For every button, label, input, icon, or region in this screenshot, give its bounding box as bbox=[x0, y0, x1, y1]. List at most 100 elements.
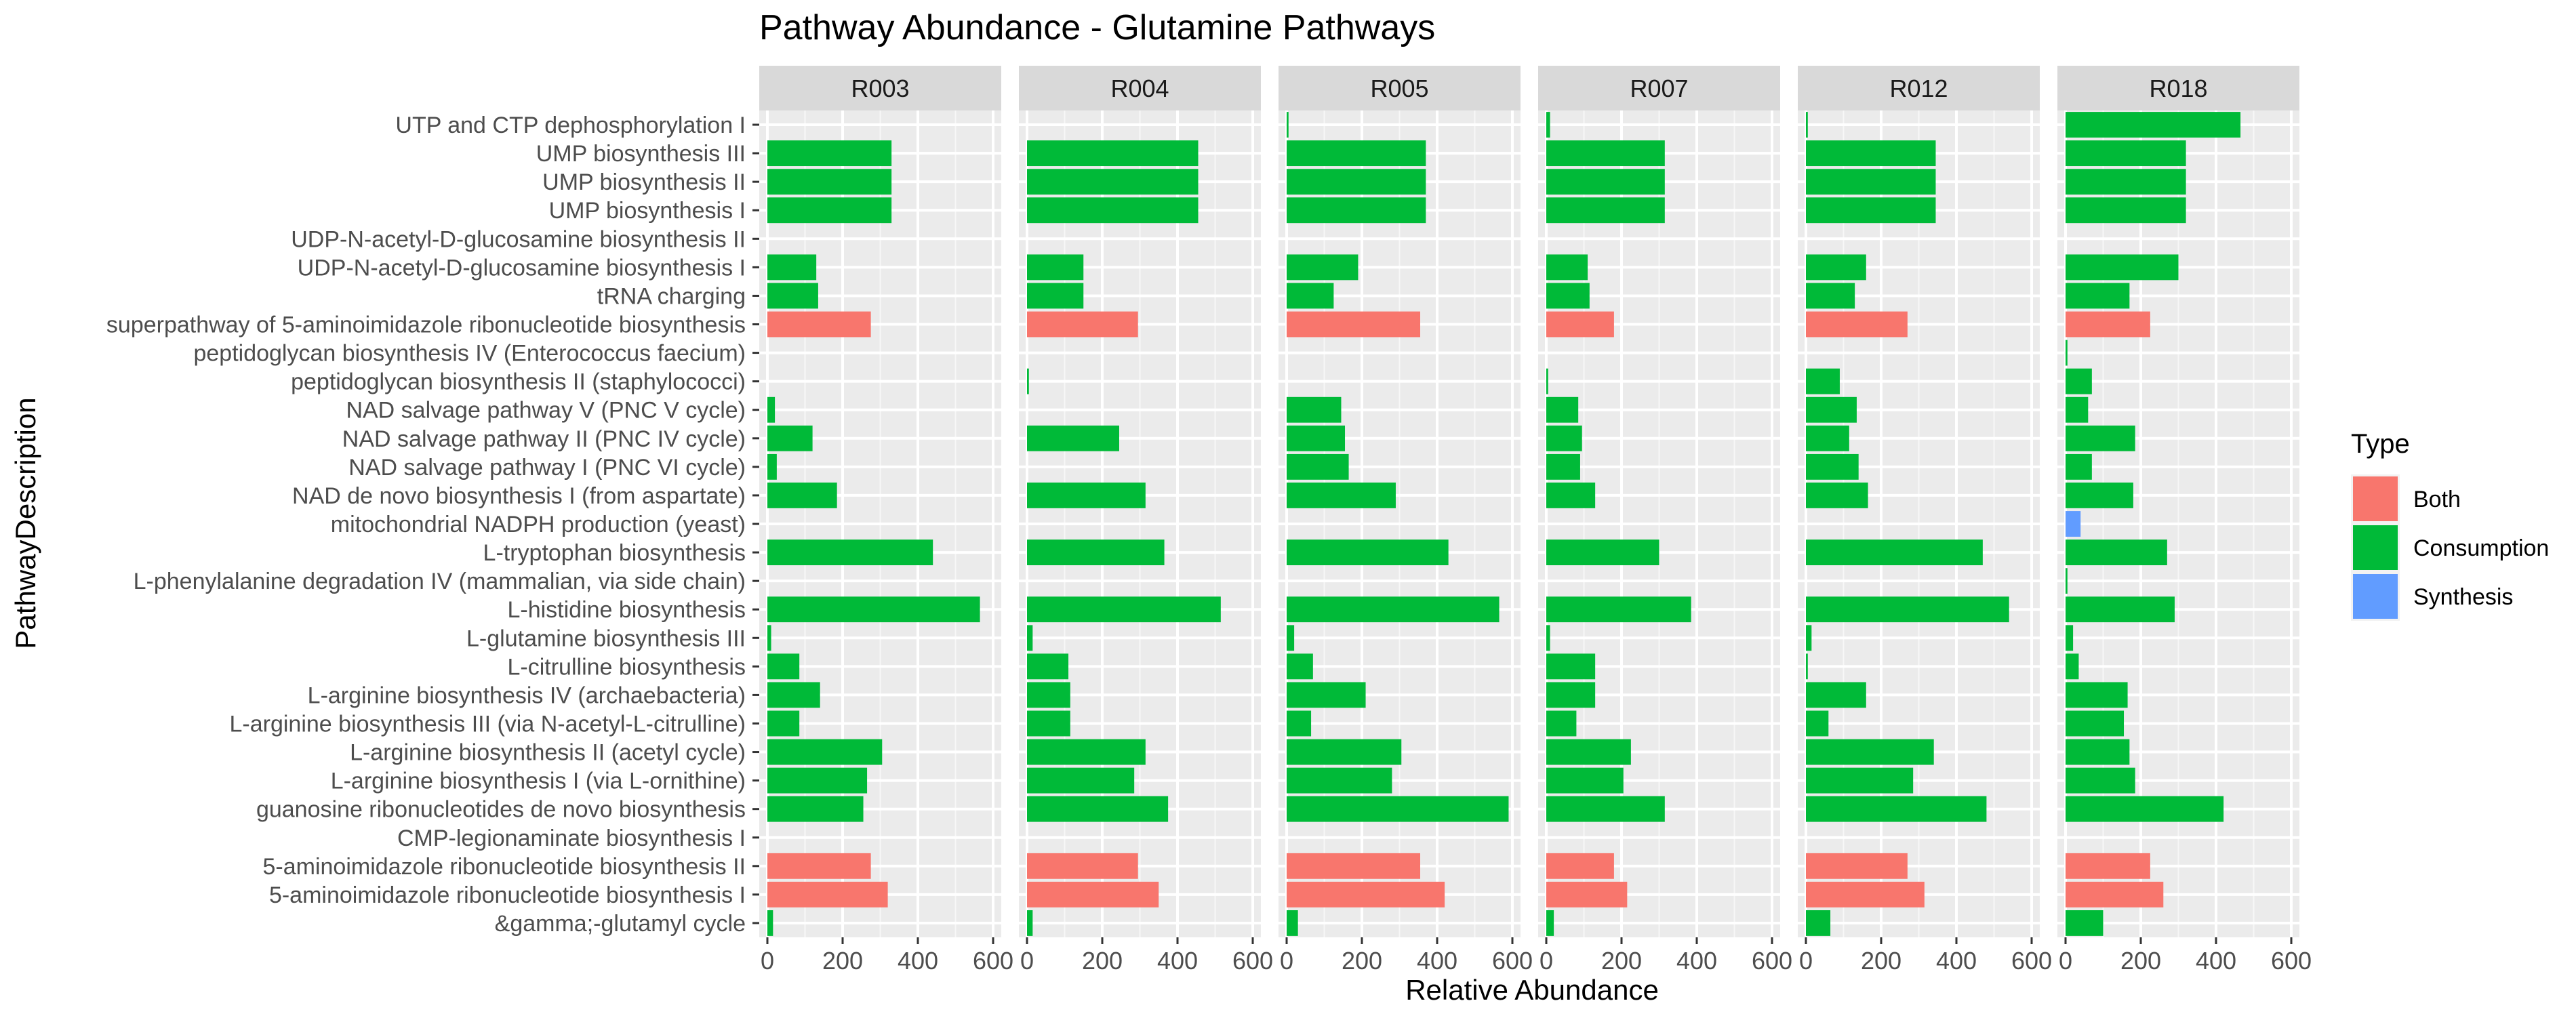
bar: 5-aminoimidazole ribonucleotide biosynth… bbox=[2066, 853, 2150, 879]
facet-panel-R005: &gamma;-glutamyl cycle: 30 5-aminoimidazo… bbox=[1279, 66, 1533, 975]
x-tick-label: 0 bbox=[1020, 947, 1034, 975]
bar: guanosine ribonucleotides de novo biosyn… bbox=[2066, 796, 2224, 822]
bar: tRNA charging: 135 bbox=[767, 283, 818, 309]
y-tick-label: NAD de novo biosynthesis I (from asparta… bbox=[292, 483, 746, 509]
bar: UMP biosynthesis III: 315 bbox=[1546, 140, 1665, 167]
bar: 5-aminoimidazole ribonucleotide biosynth… bbox=[1287, 881, 1445, 907]
bar: 5-aminoimidazole ribonucleotide biosynth… bbox=[1546, 853, 1614, 879]
bar: guanosine ribonucleotides de novo biosyn… bbox=[1546, 796, 1665, 822]
bar: NAD salvage pathway I (PNC VI cycle): 90 bbox=[1546, 453, 1580, 480]
bar: 5-aminoimidazole ribonucleotide biosynth… bbox=[2066, 881, 2164, 907]
bar: UDP-N-acetyl-D-glucosamine biosynthesis … bbox=[1027, 254, 1084, 281]
bar: UMP biosynthesis III: 330 bbox=[767, 140, 892, 167]
bar: L-glutamine biosynthesis III: 10 bbox=[1546, 625, 1550, 651]
bar: L-citrulline biosynthesis: 35 bbox=[2066, 653, 2079, 680]
bar: UMP biosynthesis II: 330 bbox=[767, 169, 892, 195]
bar: &gamma;-glutamyl cycle: 15 bbox=[1027, 910, 1033, 936]
bar: &gamma;-glutamyl cycle: 65 bbox=[1806, 910, 1831, 936]
bar: L-tryptophan biosynthesis: 430 bbox=[1287, 539, 1449, 565]
legend-items: Both Consumption Synthesis bbox=[2351, 474, 2549, 621]
x-tick-label: 400 bbox=[1157, 947, 1198, 975]
facet-strip-label: R012 bbox=[1889, 75, 1948, 102]
bar: NAD de novo biosynthesis I (from asparta… bbox=[1546, 483, 1596, 508]
bar: tRNA charging: 150 bbox=[1027, 283, 1084, 309]
x-tick-label: 0 bbox=[761, 947, 774, 975]
bar: UMP biosynthesis I: 330 bbox=[767, 197, 892, 224]
bar: L-arginine biosynthesis I (via L-ornithi… bbox=[1287, 767, 1392, 794]
bar: L-phenylalanine degradation IV (mammalia… bbox=[2066, 568, 2068, 594]
y-tick-label: CMP-legionaminate biosynthesis I bbox=[397, 825, 746, 851]
bar: NAD de novo biosynthesis I (from asparta… bbox=[1287, 483, 1396, 508]
bar: peptidoglycan biosynthesis IV (Enterococ… bbox=[2066, 340, 2068, 366]
bar: 5-aminoimidazole ribonucleotide biosynth… bbox=[1806, 853, 1908, 879]
bar: 5-aminoimidazole ribonucleotide biosynth… bbox=[767, 853, 871, 879]
bar: UMP biosynthesis I: 320 bbox=[2066, 197, 2186, 224]
x-tick-label: 600 bbox=[1232, 947, 1273, 975]
bar: UDP-N-acetyl-D-glucosamine biosynthesis … bbox=[1806, 254, 1866, 281]
bar: L-histidine biosynthesis: 565 bbox=[767, 596, 980, 623]
bar: NAD salvage pathway II (PNC IV cycle): 1… bbox=[767, 425, 813, 451]
bar: tRNA charging: 170 bbox=[2066, 283, 2130, 309]
x-tick-label: 400 bbox=[898, 947, 938, 975]
bar: 5-aminoimidazole ribonucleotide biosynth… bbox=[1806, 881, 1925, 907]
bar: L-tryptophan biosynthesis: 270 bbox=[2066, 539, 2167, 565]
x-tick-label: 200 bbox=[1861, 947, 1901, 975]
bar: UMP biosynthesis III: 345 bbox=[1806, 140, 1936, 167]
bar: UMP biosynthesis II: 320 bbox=[2066, 169, 2186, 195]
bar: L-arginine biosynthesis I (via L-ornithi… bbox=[1027, 767, 1135, 794]
bar: L-glutamine biosynthesis III: 20 bbox=[1287, 625, 1295, 651]
y-tick-label: L-phenylalanine degradation IV (mammalia… bbox=[134, 569, 746, 594]
bar: UDP-N-acetyl-D-glucosamine biosynthesis … bbox=[2066, 254, 2179, 281]
bar: UMP biosynthesis I: 345 bbox=[1806, 197, 1936, 224]
x-tick-label: 600 bbox=[973, 947, 1013, 975]
bar: 5-aminoimidazole ribonucleotide biosynth… bbox=[1546, 881, 1628, 907]
bar: L-citrulline biosynthesis: 70 bbox=[1287, 653, 1313, 680]
bar: NAD salvage pathway II (PNC IV cycle): 2… bbox=[1027, 425, 1119, 451]
bar: L-arginine biosynthesis IV (archaebacter… bbox=[1027, 682, 1070, 708]
legend: Type Both Consumption Synthesis bbox=[2351, 429, 2549, 621]
bar: NAD salvage pathway II (PNC IV cycle): 1… bbox=[1806, 425, 1849, 451]
bar: UMP biosynthesis I: 370 bbox=[1287, 197, 1426, 224]
x-tick-label: 0 bbox=[1799, 947, 1813, 975]
bar: L-arginine biosynthesis II (acetyl cycle… bbox=[2066, 739, 2130, 765]
bar: L-citrulline biosynthesis: 85 bbox=[767, 653, 800, 680]
y-tick-label: tRNA charging bbox=[597, 283, 746, 309]
x-tick-label: 600 bbox=[1752, 947, 1792, 975]
bar: NAD de novo biosynthesis I (from asparta… bbox=[2066, 483, 2133, 508]
bar: L-tryptophan biosynthesis: 365 bbox=[1027, 539, 1165, 565]
bar: L-histidine biosynthesis: 565 bbox=[1287, 596, 1500, 623]
facet-strip bbox=[2057, 66, 2299, 110]
bar: guanosine ribonucleotides de novo biosyn… bbox=[1027, 796, 1169, 822]
bar: superpathway of 5-aminoimidazole ribonuc… bbox=[1287, 311, 1421, 338]
y-tick-label: L-histidine biosynthesis bbox=[507, 597, 746, 623]
bar: guanosine ribonucleotides de novo biosyn… bbox=[1287, 796, 1509, 822]
bar: L-arginine biosynthesis IV (archaebacter… bbox=[1806, 682, 1866, 708]
bar: NAD salvage pathway V (PNC V cycle): 85 bbox=[1546, 396, 1579, 423]
bar: superpathway of 5-aminoimidazole ribonuc… bbox=[767, 311, 871, 338]
bar: &gamma;-glutamyl cycle: 100 bbox=[2066, 910, 2104, 936]
y-tick-label: UMP biosynthesis I bbox=[549, 198, 746, 224]
bar: L-arginine biosynthesis II (acetyl cycle… bbox=[1546, 739, 1631, 765]
x-tick-label: 600 bbox=[2271, 947, 2312, 975]
bar: 5-aminoimidazole ribonucleotide biosynth… bbox=[1287, 853, 1421, 879]
x-tick-label: 200 bbox=[822, 947, 863, 975]
bar: NAD salvage pathway V (PNC V cycle): 145 bbox=[1287, 396, 1342, 423]
bar: L-glutamine biosynthesis III: 15 bbox=[1027, 625, 1033, 651]
bar: UTP and CTP dephosphorylation I: 10 bbox=[1546, 112, 1550, 138]
y-tick-label: 5-aminoimidazole ribonucleotide biosynth… bbox=[263, 854, 746, 880]
bar: L-histidine biosynthesis: 290 bbox=[2066, 596, 2175, 623]
x-tick-label: 0 bbox=[2059, 947, 2072, 975]
facet-panels: &gamma;-glutamyl cycle: 15 5-aminoimidazo… bbox=[759, 66, 2312, 975]
bar: UDP-N-acetyl-D-glucosamine biosynthesis … bbox=[1287, 254, 1359, 281]
bar: NAD salvage pathway V (PNC V cycle): 60 bbox=[2066, 396, 2089, 423]
x-tick-label: 0 bbox=[1280, 947, 1293, 975]
bar: guanosine ribonucleotides de novo biosyn… bbox=[767, 796, 864, 822]
bar: superpathway of 5-aminoimidazole ribonuc… bbox=[1027, 311, 1138, 338]
y-tick-label: L-citrulline biosynthesis bbox=[508, 654, 746, 680]
bar: L-arginine biosynthesis II (acetyl cycle… bbox=[1027, 739, 1146, 765]
facet-strip bbox=[1538, 66, 1780, 110]
y-tick-label: peptidoglycan biosynthesis II (staphyloc… bbox=[291, 369, 746, 395]
legend-label: Synthesis bbox=[2413, 584, 2513, 610]
